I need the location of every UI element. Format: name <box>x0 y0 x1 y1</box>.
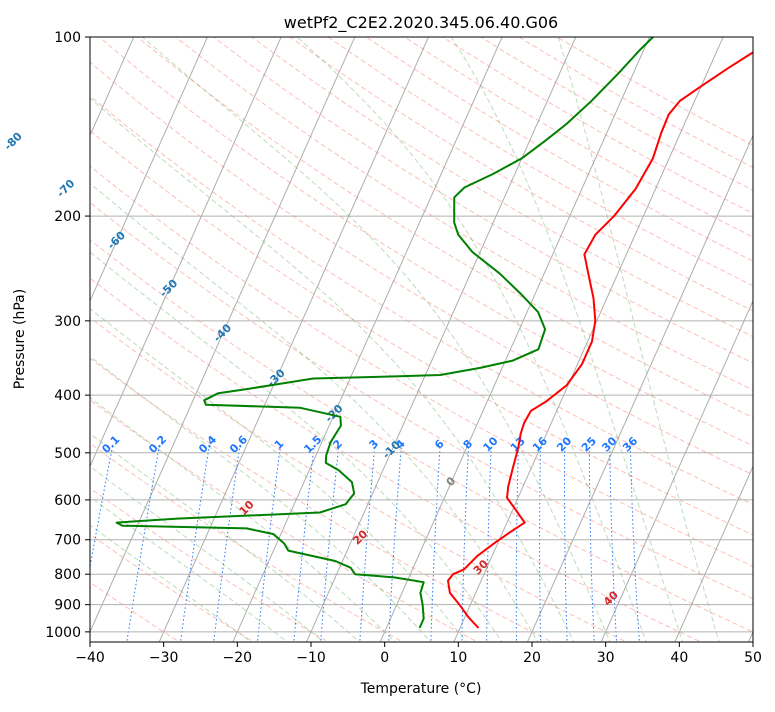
y-tick-label: 700 <box>54 533 81 549</box>
chart-title: wetPf2_C2E2.2020.345.06.40.G06 <box>284 13 558 33</box>
x-tick-label: −40 <box>75 650 105 666</box>
y-tick-label: 100 <box>54 30 81 46</box>
x-axis-label: Temperature (°C) <box>360 681 482 697</box>
y-tick-label: 300 <box>54 314 81 330</box>
x-tick-label: −10 <box>296 650 326 666</box>
x-tick-label: 40 <box>670 650 688 666</box>
y-tick-label: 500 <box>54 446 81 462</box>
x-tick-label: 50 <box>744 650 762 666</box>
y-tick-label: 1000 <box>45 625 81 641</box>
y-tick-label: 400 <box>54 388 81 404</box>
x-tick-label: 10 <box>449 650 467 666</box>
y-tick-label: 800 <box>54 567 81 583</box>
x-tick-label: −20 <box>223 650 253 666</box>
y-tick-label: 200 <box>54 209 81 225</box>
x-tick-label: 0 <box>380 650 389 666</box>
y-axis-label: Pressure (hPa) <box>12 289 28 389</box>
y-tick-label: 900 <box>54 598 81 614</box>
y-tick-label: 600 <box>54 493 81 509</box>
x-tick-label: −30 <box>149 650 179 666</box>
x-tick-label: 30 <box>597 650 615 666</box>
x-tick-label: 20 <box>523 650 541 666</box>
